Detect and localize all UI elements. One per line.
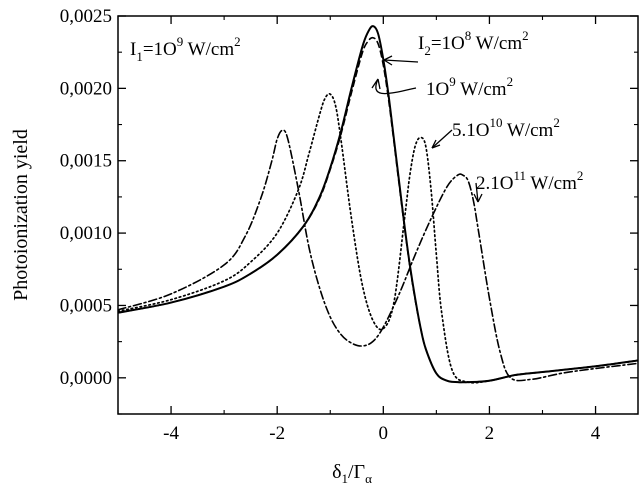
annotation-arrows <box>371 55 483 203</box>
annotation-5-1e10: 5.1O10 W/cm2 <box>452 115 560 141</box>
x-tick-label: 2 <box>485 423 495 444</box>
y-tick-label: 0,0010 <box>60 223 112 244</box>
x-tick-label: -2 <box>269 423 285 444</box>
y-tick-label: 0,0015 <box>60 151 112 172</box>
annotation-2-1e11: 2.1O11 W/cm2 <box>476 168 583 194</box>
arrow-5-1e10-head <box>431 139 441 149</box>
x-tick-label: -4 <box>163 423 179 444</box>
tick-labels: -4 -2 0 2 4 0,0000 0,0005 0,0010 0,0015 0,0020 0,0… <box>60 6 601 444</box>
arrow-1e9 <box>375 78 417 95</box>
series-line-dashdot <box>118 129 638 382</box>
annotation-i2: I2=1O8 W/cm2 <box>418 28 529 58</box>
plot-frame <box>117 15 639 415</box>
arrow-5-1e10 <box>431 129 453 149</box>
arrow-1e9-head <box>371 78 381 90</box>
y-tick-label: 0,0005 <box>60 295 112 316</box>
series-line-dotted <box>118 92 638 384</box>
arrow-i2-head <box>383 55 393 66</box>
curves <box>118 25 638 384</box>
y-axis-label: Photoionization yield <box>10 129 32 301</box>
y-tick-label: 0,0020 <box>60 78 112 99</box>
annotation-1e9: 1O9 W/cm2 <box>426 74 513 100</box>
y-tick-label: 0,0000 <box>60 368 112 389</box>
x-axis-label: δ1/Γα <box>332 461 372 486</box>
arrow-2-1e11-head <box>473 193 483 203</box>
arrow-i2 <box>383 59 419 63</box>
y-tick-label: 0,0025 <box>60 6 112 27</box>
x-tick-label: 0 <box>379 423 389 444</box>
axis-ticks <box>117 15 638 415</box>
arrow-2-1e11 <box>475 182 479 203</box>
annotation-i1: I1=1O9 W/cm2 <box>130 34 241 64</box>
x-tick-label: 4 <box>591 423 601 444</box>
series-line-dashed <box>118 36 638 384</box>
